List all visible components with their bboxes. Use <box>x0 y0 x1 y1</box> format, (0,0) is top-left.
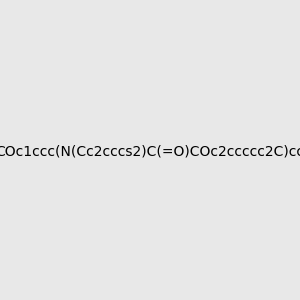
Text: COc1ccc(N(Cc2cccs2)C(=O)COc2ccccc2C)cc1: COc1ccc(N(Cc2cccs2)C(=O)COc2ccccc2C)cc1 <box>0 145 300 158</box>
